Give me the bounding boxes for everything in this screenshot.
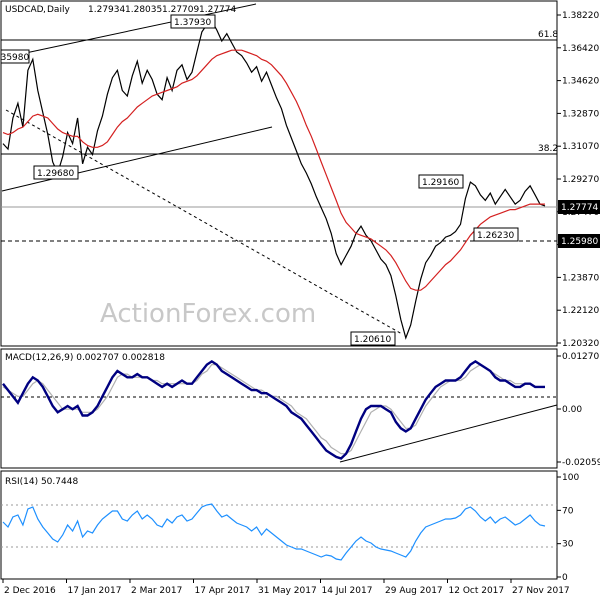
svg-text:1.26230: 1.26230 <box>477 231 514 241</box>
price-y-tick-label: 1.34620 <box>562 77 599 87</box>
price-panel: USDCAD , Daily 1.27934 1.28035 1.27709 1… <box>0 0 600 349</box>
x-tick-label: 12 Oct 2017 <box>449 586 505 596</box>
rsi-label: RSI(14) 50.7448 <box>5 477 78 487</box>
ohlc-open: 1.27934 <box>88 5 125 15</box>
macd-y-tick-label: -0.020599 <box>562 458 600 468</box>
rsi-line <box>2 503 546 561</box>
x-tick-label: 17 Jan 2017 <box>68 586 122 596</box>
chart-title-timeframe: Daily <box>47 5 70 15</box>
chart-title-symbol: USDCAD <box>5 5 44 15</box>
macd-y-tick-label: 0.00 <box>562 405 582 415</box>
price-y-tick-label: 1.29270 <box>562 175 599 185</box>
downtrend-dashed-line <box>5 109 403 335</box>
channel-upper-line <box>1 3 257 59</box>
channel-lower-line <box>1 126 273 192</box>
macd-label: MACD(12,26,9) 0.002707 0.002818 <box>5 353 165 363</box>
annotation-137930: 1.37930 <box>170 14 216 29</box>
price-y-tick-label: 1.20320 <box>562 339 599 349</box>
price-series-line <box>2 20 546 340</box>
annotation-135980: 1.35980 <box>0 49 30 64</box>
annotation-126230: 1.26230 <box>473 227 519 242</box>
svg-text:1.29680: 1.29680 <box>37 169 74 179</box>
rsi-y-axis: 100 70 30 0 <box>557 473 579 583</box>
rsi-y-tick-label: 30 <box>562 540 574 550</box>
svg-text:1.29160: 1.29160 <box>422 178 459 188</box>
macd-line <box>2 359 545 460</box>
ohlc-close: 1.27774 <box>199 5 236 15</box>
price-y-tick-label: 1.31070 <box>562 142 599 152</box>
svg-text:1.35980: 1.35980 <box>0 53 29 63</box>
svg-text:1.37930: 1.37930 <box>174 18 211 28</box>
rsi-y-tick-label: 0 <box>562 573 568 583</box>
fib-382-label: 38.2 <box>538 144 558 154</box>
annotation-120610: 1.20610 <box>350 331 396 346</box>
x-tick-label: 27 Nov 2017 <box>512 586 570 596</box>
macd-y-axis: 0.012707 0.00 -0.020599 <box>557 352 600 468</box>
support-price-badge: 1.25980 <box>558 234 600 248</box>
x-tick-label: 17 Apr 2017 <box>195 586 251 596</box>
annotation-129160: 1.29160 <box>418 174 464 189</box>
x-tick-label: 14 Jul 2017 <box>322 586 373 596</box>
price-y-tick-label: 1.23870 <box>562 273 599 283</box>
macd-y-tick-label: 0.012707 <box>562 352 600 362</box>
ohlc-low: 1.27709 <box>162 5 199 15</box>
x-tick-label: 2 Mar 2017 <box>131 586 182 596</box>
svg-text:1.20610: 1.20610 <box>354 335 391 345</box>
x-tick-label: 2 Dec 2016 <box>4 586 56 596</box>
ohlc-high: 1.28035 <box>125 5 162 15</box>
svg-text:1.27774: 1.27774 <box>561 203 598 213</box>
svg-text:1.25980: 1.25980 <box>561 237 598 247</box>
watermark: ActionForex.com <box>100 299 316 329</box>
price-y-tick-label: 1.36420 <box>562 44 599 54</box>
macd-trend-line <box>339 404 558 463</box>
rsi-y-tick-label: 100 <box>562 473 579 483</box>
fib-618-label: 61.8 <box>538 30 558 40</box>
rsi-panel: RSI(14) 50.7448 100 70 30 0 <box>0 470 579 583</box>
moving-average-line <box>2 49 545 291</box>
rsi-y-tick-label: 70 <box>562 506 574 516</box>
macd-panel: MACD(12,26,9) 0.002707 0.002818 0.012707… <box>0 348 600 469</box>
price-y-tick-label: 1.22120 <box>562 306 599 316</box>
current-price-badge: 1.27774 <box>558 200 600 214</box>
price-y-tick-label: 1.38220 <box>562 11 599 21</box>
annotation-129680: 1.29680 <box>33 165 79 180</box>
x-tick-label: 31 May 2017 <box>258 586 317 596</box>
price-y-tick-label: 1.32870 <box>562 109 599 119</box>
x-tick-label: 29 Aug 2017 <box>385 586 443 596</box>
x-axis: 2 Dec 2016 17 Jan 2017 2 Mar 2017 17 Apr 20… <box>2 579 570 596</box>
chart-title-sep: , <box>43 5 46 15</box>
